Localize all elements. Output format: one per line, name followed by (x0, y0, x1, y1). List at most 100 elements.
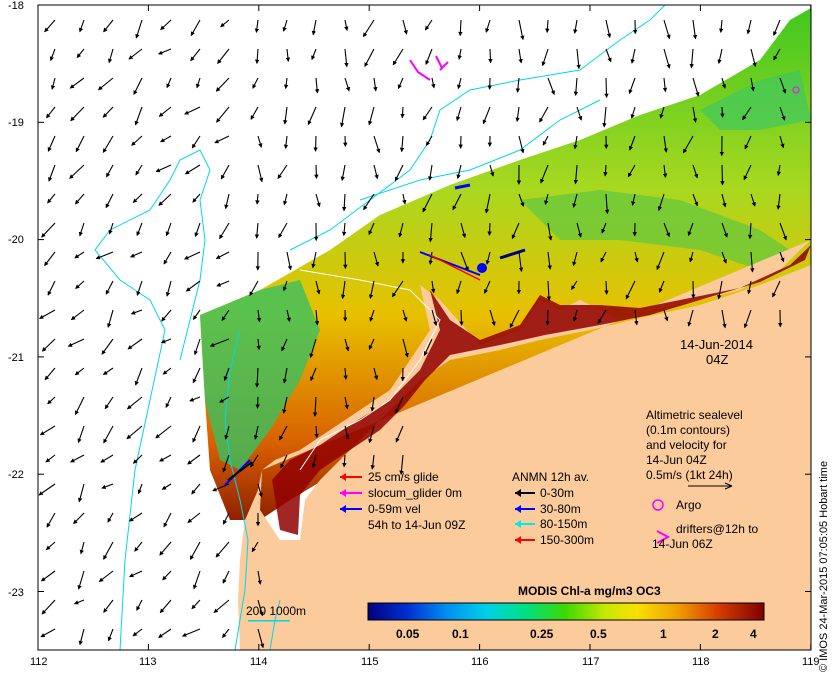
velocity-arrow (541, 48, 549, 67)
velocity-arrow (662, 77, 668, 93)
velocity-arrow (544, 193, 549, 206)
velocity-arrow (743, 309, 752, 329)
velocity-arrow (193, 570, 201, 590)
velocity-arrow (214, 135, 230, 144)
velocity-arrow (155, 425, 172, 439)
velocity-arrow (718, 19, 724, 34)
velocity-arrow (309, 338, 317, 359)
velocity-arrow (222, 628, 230, 638)
velocity-arrow (721, 222, 728, 238)
lat-tick: -20 (8, 234, 24, 246)
velocity-arrow (546, 280, 552, 301)
velocity-arrow (254, 367, 260, 388)
velocity-arrow (220, 164, 230, 180)
velocity-arrow (255, 193, 260, 205)
velocity-arrow (128, 48, 143, 60)
colorbar-tick: 0.5 (590, 627, 607, 641)
velocity-arrow (663, 309, 669, 322)
velocity-arrow (779, 106, 786, 121)
velocity-arrow (161, 483, 172, 490)
velocity-arrow (95, 251, 114, 260)
velocity-arrow (257, 483, 263, 498)
velocity-arrow (283, 106, 288, 125)
velocity-arrow (658, 280, 665, 293)
velocity-arrow (215, 251, 230, 259)
velocity-arrow (47, 280, 56, 296)
velocity-arrow (394, 164, 404, 182)
colorbar-title: MODIS Chl-a mg/m3 OC3 (518, 584, 661, 598)
velocity-arrow (98, 570, 114, 583)
velocity-arrow (135, 164, 143, 176)
velocity-arrow (605, 19, 612, 39)
velocity-arrow (572, 309, 578, 322)
velocity-arrow (482, 106, 491, 125)
velocity-arrow (460, 222, 467, 239)
velocity-arrow (189, 541, 201, 561)
velocity-arrow (47, 396, 56, 405)
velocity-arrow (518, 19, 525, 41)
velocity-arrow (689, 251, 694, 263)
velocity-arrow (423, 338, 433, 356)
velocity-arrow (750, 48, 757, 68)
velocity-arrow (215, 541, 230, 558)
velocity-arrow (282, 367, 288, 384)
velocity-arrow (630, 106, 636, 119)
lon-tick: 119 (802, 656, 820, 668)
velocity-arrow (692, 106, 698, 123)
velocity-arrow (279, 425, 288, 441)
velocity-arrow (102, 135, 114, 154)
velocity-arrow (187, 512, 201, 523)
velocity-arrow (545, 309, 550, 326)
velocity-arrow (457, 77, 462, 90)
velocity-arrow (44, 367, 56, 381)
velocity-arrow (604, 193, 610, 215)
velocity-arrow (282, 280, 288, 292)
velocity-arrow (166, 77, 172, 89)
velocity-arrow (397, 77, 404, 90)
velocity-arrow (67, 338, 85, 347)
velocity-arrow (603, 164, 608, 177)
velocity-arrow (605, 48, 612, 63)
velocity-arrow (369, 309, 375, 322)
velocity-arrow (776, 164, 781, 177)
velocity-arrow (600, 251, 607, 263)
velocity-arrow (256, 338, 261, 351)
velocity-arrow (282, 19, 288, 32)
velocity-arrow (485, 19, 491, 33)
velocity-arrow (285, 48, 291, 63)
colorbar-tick: 4 (750, 627, 757, 641)
velocity-arrow (489, 164, 495, 177)
velocity-arrow (190, 19, 201, 37)
velocity-arrow (107, 628, 114, 642)
velocity-arrow (373, 164, 379, 180)
velocity-arrow (602, 106, 607, 128)
velocity-arrow (103, 425, 114, 444)
velocity-arrow (370, 396, 375, 412)
anmn-legend-item: 80-150m (540, 517, 588, 531)
velocity-arrow (136, 222, 143, 237)
velocity-arrow (189, 396, 201, 402)
velocity-arrow (78, 483, 85, 503)
velocity-arrow (597, 309, 607, 324)
velocity-arrow (721, 193, 727, 208)
anmn-legend-item: 30-80m (540, 502, 581, 516)
velocity-arrow (101, 338, 114, 355)
velocity-arrow (165, 396, 172, 408)
velocity-arrow (46, 106, 56, 119)
velocity-arrow (402, 19, 408, 35)
velocity-arrow (251, 541, 259, 553)
velocity-arrow (212, 483, 230, 492)
velocity-arrow (398, 222, 404, 238)
velocity-arrow (165, 222, 172, 237)
velocity-arrow (100, 454, 114, 463)
glider-vectors (224, 55, 800, 486)
plot-frame (37, 4, 812, 651)
velocity-arrow (217, 48, 230, 64)
velocity-arrow (721, 251, 727, 264)
altimetry-line: Altimetric sealevel (646, 408, 743, 422)
velocity-arrow (571, 280, 578, 291)
velocity-arrow (518, 135, 525, 154)
velocity-arrow (257, 599, 264, 617)
velocity-arrow (750, 193, 756, 207)
velocity-arrow (422, 106, 433, 121)
